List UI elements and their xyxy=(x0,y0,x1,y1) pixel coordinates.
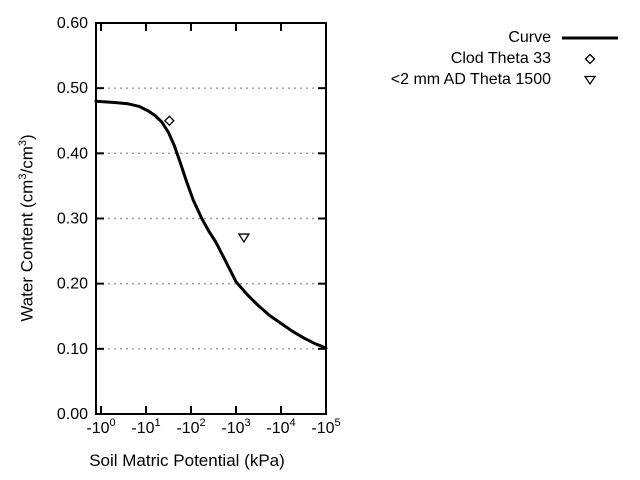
legend-label: Curve xyxy=(508,28,551,46)
x-tick-label: -105 xyxy=(311,417,340,437)
y-axis-title-text: Water Content (cm xyxy=(17,179,37,322)
y-tick-label: 0.50 xyxy=(57,80,88,97)
y-tick-label: 0.40 xyxy=(57,145,88,162)
x-tick-label: -100 xyxy=(86,417,115,437)
legend-item: <2 mm AD Theta 1500 xyxy=(391,69,618,90)
legend-diamond-icon xyxy=(584,53,596,64)
y-tick-label: 0.20 xyxy=(57,276,88,293)
legend-label: <2 mm AD Theta 1500 xyxy=(390,70,551,88)
x-tick-label: -103 xyxy=(221,417,250,437)
curve-line xyxy=(94,99,328,350)
y-axis-title: Water Content (cm3/cm3) xyxy=(17,0,39,458)
y-axis-title-sup: 3 xyxy=(17,173,29,180)
x-tick-label: -104 xyxy=(266,417,295,437)
legend-triangle-down-icon xyxy=(583,75,597,85)
y-axis-title-sup: 3 xyxy=(17,140,29,147)
triangle-down-marker-icon xyxy=(237,233,251,244)
y-tick-label: 0.60 xyxy=(57,15,88,32)
legend-label: Clod Theta 33 xyxy=(450,49,551,67)
y-axis-title-text: ) xyxy=(17,134,37,140)
x-tick-label: -102 xyxy=(176,417,205,437)
legend-line-icon xyxy=(562,36,618,39)
diamond-marker-icon xyxy=(163,115,175,127)
legend: Curve Clod Theta 33 <2 mm AD Theta 1500 xyxy=(391,27,618,90)
y-tick-label: 0.00 xyxy=(57,406,88,423)
y-tick-label: 0.10 xyxy=(57,341,88,358)
legend-item: Clod Theta 33 xyxy=(391,48,618,69)
legend-item: Curve xyxy=(391,27,618,48)
x-tick-label: -101 xyxy=(131,417,160,437)
x-axis-title: Soil Matric Potential (kPa) xyxy=(89,451,285,470)
y-axis-title-text: /cm xyxy=(17,146,37,174)
y-tick-label: 0.30 xyxy=(57,211,88,228)
